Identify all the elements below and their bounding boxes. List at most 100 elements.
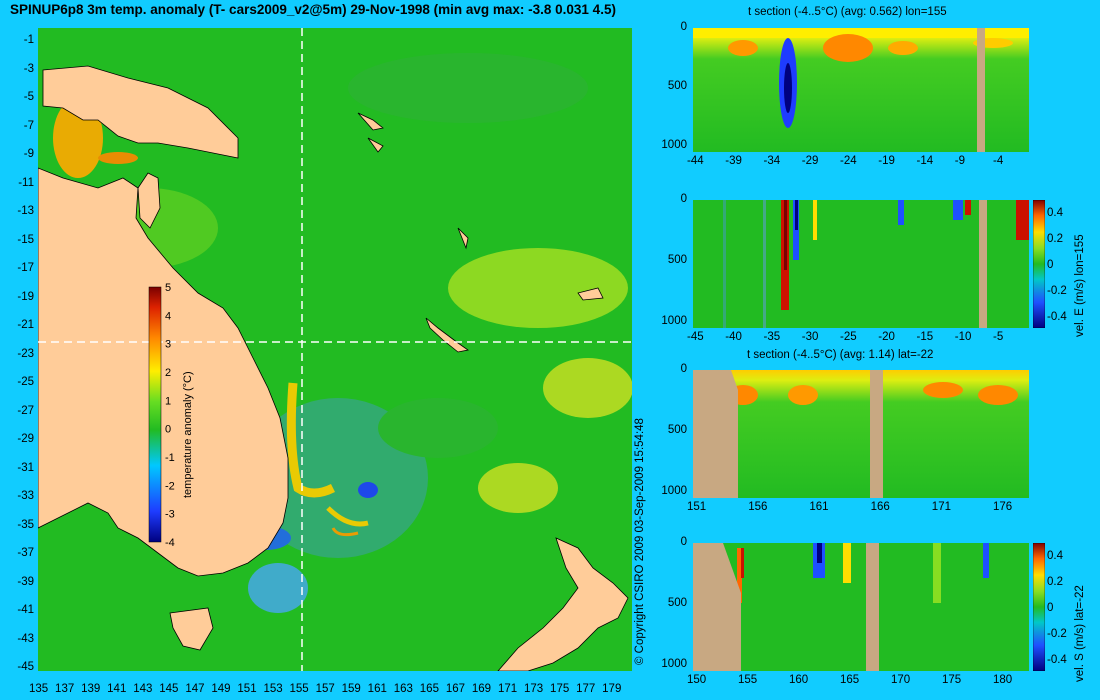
- map-y-tick: -11: [18, 176, 34, 189]
- t-section-lat-22-panel: [693, 370, 1029, 498]
- map-y-tick: -31: [17, 461, 34, 474]
- map-y-tick: -45: [17, 661, 34, 673]
- map-x-tick: 137: [55, 683, 75, 695]
- map-y-tick: -21: [17, 319, 34, 331]
- map-colorbar-ticks: 5 4 3 2 1 0 -1 -2 -3 -4: [165, 282, 175, 549]
- vel-s-colorbar-label: vel. S (m/s) lat=-22: [1074, 585, 1086, 682]
- vel-e-colorbar: [1033, 200, 1045, 328]
- map-colorbar-tick: 1: [165, 395, 171, 407]
- tasmania: [169, 607, 214, 651]
- map-x-tick: 173: [524, 683, 544, 695]
- section-x-tick: 151: [687, 501, 707, 513]
- map-y-tick: -41: [17, 604, 34, 616]
- map-y-tick: -7: [23, 119, 34, 132]
- section-x-tick: -29: [801, 155, 819, 167]
- section-x-tick: -20: [878, 331, 895, 343]
- section-x-tick: -14: [916, 155, 934, 167]
- section-x-tick: 161: [809, 501, 829, 513]
- map-x-tick: 161: [367, 683, 387, 695]
- map-colorbar-tick: -2: [165, 480, 175, 492]
- section-x-tick: -44: [687, 155, 704, 167]
- map-x-tick: 139: [81, 683, 101, 695]
- map-x-tick: 143: [133, 683, 153, 695]
- map-y-tick: -35: [17, 518, 34, 531]
- section-x-tick: -9: [954, 155, 965, 167]
- section-y-tick: 0: [680, 193, 687, 205]
- figure-title: SPINUP6p8 3m temp. anomaly (T- cars2009_…: [10, 2, 616, 17]
- section-colorbar-tick: 0.2: [1047, 233, 1063, 245]
- section-x-tick: -40: [725, 331, 742, 343]
- australia: [38, 167, 289, 577]
- map-x-tick: 169: [471, 683, 492, 695]
- section-y-tick: 1000: [661, 138, 687, 151]
- panel1-title: t section (-4..5°C) (avg: 0.562) lon=155: [748, 6, 947, 18]
- map-y-tick: -13: [17, 205, 34, 217]
- map-x-tick: 135: [29, 683, 49, 695]
- section-x-tick: -45: [687, 331, 704, 343]
- section-colorbar-tick: 0.4: [1047, 207, 1063, 219]
- map-x-tick: 141: [107, 683, 127, 695]
- map-y-tick: -15: [17, 233, 34, 246]
- map-x-tick: 167: [445, 683, 466, 695]
- map-x-tick: 155: [289, 683, 309, 695]
- new-guinea: [42, 65, 239, 159]
- map-x-tick: 157: [315, 683, 335, 695]
- map-y-tick: -5: [23, 91, 34, 103]
- section-x-tick: -25: [840, 331, 857, 343]
- land-masses: [38, 65, 629, 671]
- map-x-tick: 175: [550, 683, 570, 695]
- section-y-tick: 1000: [661, 314, 687, 327]
- section-colorbar-tick: 0.4: [1047, 550, 1063, 562]
- section-x-tick: 155: [738, 674, 758, 686]
- map-colorbar-tick: 2: [165, 367, 171, 379]
- section-x-tick: 160: [789, 674, 809, 686]
- map-y-tick: -1: [23, 34, 34, 46]
- map-x-tick: 159: [341, 683, 361, 695]
- map-x-tick: 163: [393, 683, 413, 695]
- map-x-tick: 153: [263, 683, 283, 695]
- section-x-tick: 171: [931, 501, 951, 513]
- section-x-tick: 180: [993, 674, 1013, 686]
- map-colorbar-tick: -1: [165, 452, 175, 464]
- map-colorbar-tick: 5: [165, 282, 171, 294]
- map-y-tick: -27: [17, 404, 34, 417]
- panel3-title: t section (-4..5°C) (avg: 1.14) lat=-22: [747, 349, 934, 361]
- section-y-tick: 0: [680, 536, 687, 548]
- map-y-tick: -39: [17, 575, 34, 588]
- section-colorbar-tick: -0.2: [1047, 628, 1067, 640]
- map-x-tick: 147: [185, 683, 205, 695]
- section-x-tick: -15: [916, 331, 934, 343]
- map-colorbar-tick: -4: [165, 537, 175, 549]
- section-colorbar-tick: -0.2: [1047, 285, 1067, 297]
- section-x-tick: -19: [878, 155, 895, 167]
- section-x-tick: -24: [840, 155, 857, 167]
- map-y-tick: -33: [17, 490, 34, 502]
- map-colorbar-label: temperature anomaly (°C): [182, 371, 194, 498]
- section-colorbar-tick: 0: [1047, 259, 1054, 271]
- section-colorbar-tick: -0.4: [1047, 654, 1067, 666]
- copyright-text: © Copyright CSIRO 2009 03-Sep-2009 15:54…: [634, 418, 646, 665]
- map-x-tick: 171: [497, 683, 518, 695]
- section-y-tick: 0: [680, 21, 687, 33]
- map-y-tick: -9: [23, 148, 34, 160]
- section-y-tick: 1000: [661, 484, 687, 497]
- section-x-tick: -39: [725, 155, 742, 167]
- section-y-tick: 500: [667, 253, 687, 266]
- map-y-tick: -43: [17, 632, 34, 645]
- new-caledonia: [425, 317, 469, 353]
- map-y-tick: -19: [17, 290, 34, 303]
- section-x-tick: -34: [763, 155, 781, 167]
- section-x-tick: 150: [687, 674, 707, 686]
- section-colorbar-tick: -0.4: [1047, 311, 1067, 323]
- section-x-tick: -10: [954, 331, 972, 343]
- section-x-tick: -35: [763, 331, 781, 343]
- section-colorbar-tick: 0: [1047, 602, 1054, 614]
- map-colorbar-tick: -3: [165, 509, 175, 521]
- vel-e-section-lon155-panel: [693, 200, 1029, 328]
- map-y-tick: -23: [17, 347, 34, 360]
- map-colorbar-tick: 4: [165, 310, 171, 322]
- vel-e-colorbar-label: vel. E (m/s) lon=155: [1074, 234, 1086, 337]
- section-y-tick: 0: [680, 363, 687, 375]
- section-x-tick: 170: [891, 674, 911, 686]
- section-colorbar-tick: 0.2: [1047, 576, 1063, 588]
